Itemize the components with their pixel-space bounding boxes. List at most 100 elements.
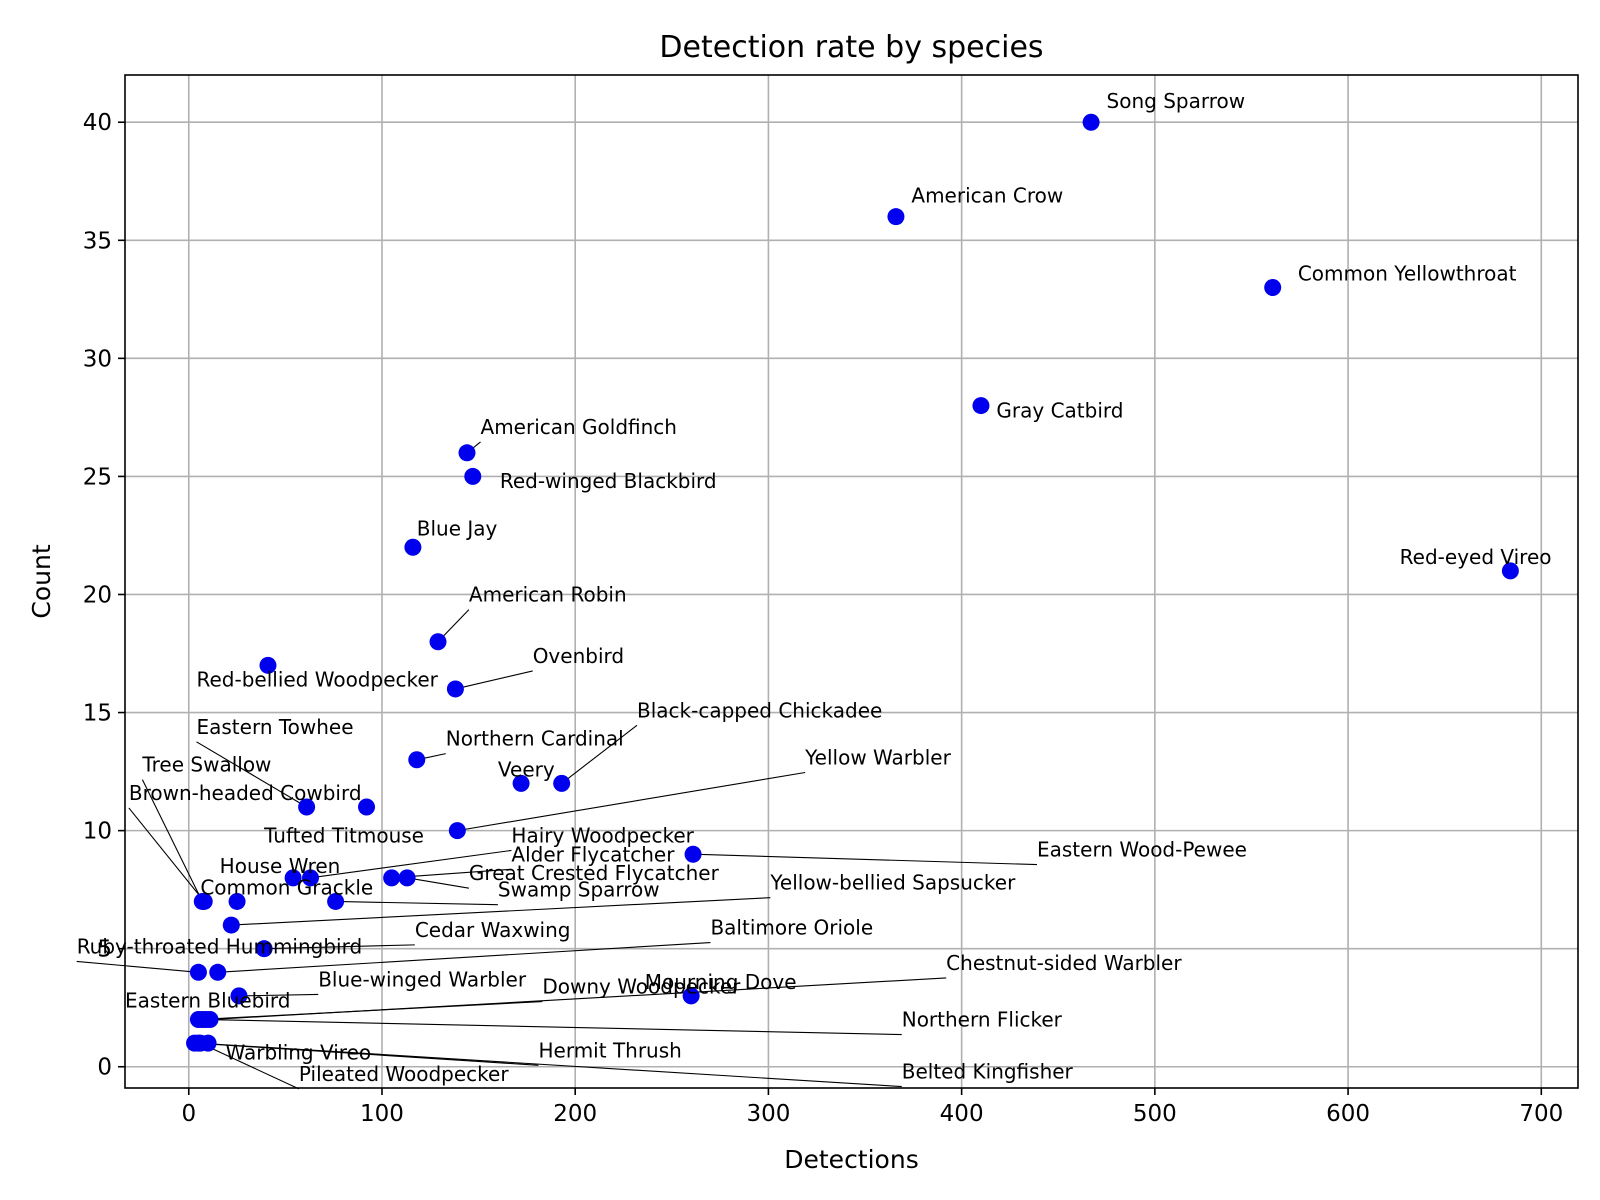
label-leader <box>335 900 498 906</box>
point-label: Cedar Waxwing <box>415 918 571 942</box>
data-point <box>209 963 227 981</box>
point-label: Tufted Titmouse <box>263 823 424 847</box>
point-label: American Crow <box>911 184 1063 208</box>
point-label: House Wren <box>220 854 341 878</box>
data-point <box>197 1011 215 1029</box>
x-tick-label: 0 <box>181 1101 196 1127</box>
y-tick-label: 10 <box>83 819 112 845</box>
data-point <box>887 208 905 226</box>
data-point <box>512 774 530 792</box>
point-label: Tree Swallow <box>141 753 271 777</box>
point-label: Gray Catbird <box>996 398 1123 422</box>
label-leader <box>693 853 1038 866</box>
point-label: Eastern Bluebird <box>125 989 290 1013</box>
data-point <box>259 656 277 674</box>
label-leader <box>238 993 319 997</box>
label-leader <box>310 849 512 879</box>
data-point <box>230 987 248 1005</box>
point-label: Ovenbird <box>533 644 624 668</box>
data-points <box>186 113 1519 1052</box>
label-leader <box>264 944 415 950</box>
point-label: Eastern Towhee <box>196 715 353 739</box>
point-label: Ruby-throated Hummingbird <box>77 934 363 958</box>
point-label: Chestnut-sided Warbler <box>946 951 1182 975</box>
data-point <box>972 397 990 415</box>
point-label: Yellow-bellied Sapsucker <box>769 871 1016 895</box>
chart-title: Detection rate by species <box>659 30 1043 65</box>
point-label: Northern Flicker <box>902 1008 1063 1032</box>
data-point <box>1082 113 1100 131</box>
point-label: Red-winged Blackbird <box>500 469 717 493</box>
data-point <box>448 822 466 840</box>
data-point <box>404 538 422 556</box>
point-label: Common Grackle <box>200 875 373 899</box>
x-tick-label: 400 <box>940 1101 984 1127</box>
data-point <box>222 916 240 934</box>
point-labels: Song Sparrow American Crow Common Yellowth… <box>77 89 1552 1086</box>
plot-frame <box>124 74 1579 1089</box>
x-axis-label: Detections <box>784 1145 918 1174</box>
point-label: Blue-winged Warbler <box>318 967 527 991</box>
data-point <box>1264 279 1282 297</box>
label-leader <box>206 1018 902 1036</box>
point-label: Red-bellied Woodpecker <box>196 668 438 692</box>
label-leader <box>200 1042 300 1090</box>
y-tick-label: 35 <box>83 228 112 254</box>
point-label: Swamp Sparrow <box>498 878 660 902</box>
point-label: Baltimore Oriole <box>710 916 873 940</box>
label-leader <box>231 897 771 926</box>
data-point <box>189 963 207 981</box>
point-label: Blue Jay <box>417 516 498 540</box>
x-tick-label: 300 <box>746 1101 790 1127</box>
data-point <box>255 940 273 958</box>
data-point <box>1501 562 1519 580</box>
data-point <box>298 798 316 816</box>
label-leader <box>561 724 638 784</box>
point-label: Belted Kingfisher <box>902 1060 1074 1084</box>
point-label: Hairy Woodpecker <box>511 823 694 847</box>
data-point <box>458 444 476 462</box>
point-label: Northern Cardinal <box>446 727 624 751</box>
data-point <box>195 892 213 910</box>
label-leader <box>407 877 470 889</box>
grid-lines <box>125 75 1578 1088</box>
point-label: Common Yellowthroat <box>1298 261 1517 285</box>
point-label: Hermit Thrush <box>538 1038 681 1062</box>
data-point <box>429 633 447 651</box>
point-label: Pileated Woodpecker <box>299 1062 509 1086</box>
point-label: Mourning Dove <box>645 970 797 994</box>
data-point <box>284 869 302 887</box>
point-label: Black-capped Chickadee <box>637 698 882 722</box>
y-tick-label: 15 <box>83 701 112 727</box>
data-point <box>398 869 416 887</box>
data-point <box>358 798 376 816</box>
x-tick-label: 200 <box>553 1101 597 1127</box>
label-leader <box>198 1000 543 1021</box>
label-leader <box>457 771 806 832</box>
data-point <box>464 467 482 485</box>
point-label: Alder Flycatcher <box>511 842 675 866</box>
data-point <box>327 892 345 910</box>
label-leader <box>198 1042 902 1088</box>
y-tick-label: 25 <box>83 464 112 490</box>
y-tick-label: 40 <box>83 110 112 136</box>
y-axis-label: Count <box>27 544 56 618</box>
data-point <box>446 680 464 698</box>
point-label: Great Crested Flycatcher <box>469 861 720 885</box>
point-label: Yellow Warbler <box>804 746 951 770</box>
point-label: American Goldfinch <box>481 415 677 439</box>
label-leader <box>455 670 533 690</box>
label-leader <box>128 807 205 902</box>
x-tick-label: 700 <box>1519 1101 1563 1127</box>
data-point <box>228 892 246 910</box>
point-label: Veery <box>498 757 555 781</box>
data-point <box>383 869 401 887</box>
y-tick-label: 30 <box>83 346 112 372</box>
data-point <box>408 751 426 769</box>
x-tick-label: 600 <box>1326 1101 1370 1127</box>
data-point <box>553 774 571 792</box>
x-tick-label: 100 <box>360 1101 404 1127</box>
label-leader <box>141 779 203 902</box>
axis-ticks: 0 100 200 300 400 500 600 700 0 5 10 15 20 25 30 35 40 <box>83 110 1564 1127</box>
